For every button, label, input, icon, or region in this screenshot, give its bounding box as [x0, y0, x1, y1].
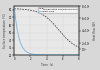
Y-axis label: Surface temperature (°C): Surface temperature (°C): [4, 13, 8, 48]
X-axis label: Time  (s): Time (s): [40, 63, 53, 66]
Y-axis label: Heat flow (W): Heat flow (W): [92, 21, 96, 40]
Legend: Temperature abs/mould mould, Heat Flow: Temperature abs/mould mould, Heat Flow: [38, 7, 78, 13]
